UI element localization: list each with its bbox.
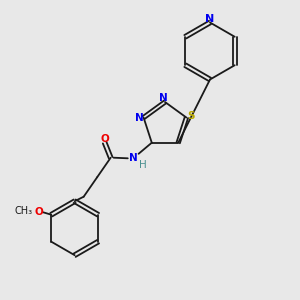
Text: O: O <box>100 134 109 144</box>
Text: N: N <box>159 93 168 103</box>
Text: N: N <box>129 153 137 163</box>
Text: N: N <box>206 14 214 24</box>
Text: O: O <box>34 207 43 217</box>
Text: H: H <box>139 160 147 170</box>
Text: CH₃: CH₃ <box>14 206 32 216</box>
Text: N: N <box>135 112 144 122</box>
Text: S: S <box>187 111 194 121</box>
